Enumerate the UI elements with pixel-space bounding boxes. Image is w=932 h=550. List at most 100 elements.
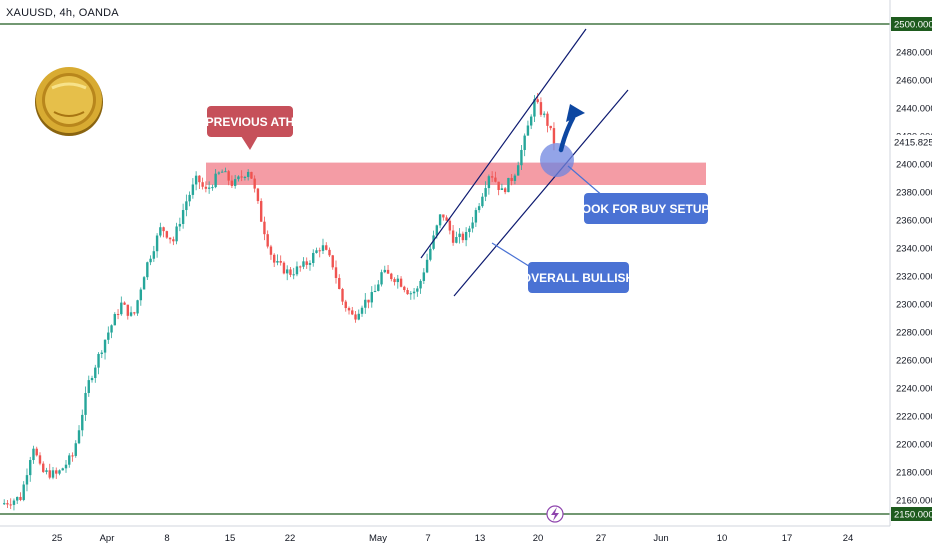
candle-body xyxy=(481,196,484,207)
previous-ath-bubble[interactable]: PREVIOUS ATH xyxy=(206,106,295,150)
candle-body xyxy=(344,301,347,309)
time-axis[interactable]: 25 Apr 8 15 22 May 7 13 20 27 Jun 10 17 24 xyxy=(52,533,854,544)
candle-body xyxy=(429,248,432,260)
candle-body xyxy=(162,227,165,232)
candle-body xyxy=(539,102,543,115)
candle-body xyxy=(302,261,305,267)
candle-body xyxy=(211,187,214,189)
candle-body xyxy=(152,251,156,259)
y-tick-label: 2220.000 xyxy=(896,412,932,423)
candle-body xyxy=(110,325,113,333)
candle-body xyxy=(409,293,413,295)
candle-body xyxy=(526,125,530,136)
bullish-pointer-line xyxy=(491,242,533,269)
candle-body xyxy=(308,263,312,265)
candle-body xyxy=(533,99,536,117)
candle-body xyxy=(312,252,315,264)
candle-body xyxy=(451,230,455,243)
upper-channel-line[interactable] xyxy=(420,28,587,259)
candle-body xyxy=(227,171,230,181)
candle-body xyxy=(432,235,435,249)
current-price-tag xyxy=(891,134,932,149)
candle-body xyxy=(396,278,400,283)
candle-body xyxy=(364,299,367,308)
price-level-tag xyxy=(891,17,932,31)
candle-body xyxy=(360,307,364,314)
candle-body xyxy=(347,308,351,311)
y-tick-label: 2200.000 xyxy=(896,440,932,451)
candle-body xyxy=(181,210,185,224)
price-level-tag xyxy=(891,507,932,521)
x-tick-label: 20 xyxy=(533,533,544,544)
x-tick-label: 10 xyxy=(717,533,728,544)
candle-body xyxy=(351,310,354,315)
candle-body xyxy=(474,210,478,223)
gold-coin-icon xyxy=(35,67,103,136)
candle-body xyxy=(289,269,292,275)
candle-body xyxy=(334,267,338,278)
candle-body xyxy=(90,378,94,381)
candle-body xyxy=(220,171,224,173)
x-tick-label: May xyxy=(369,533,387,544)
candle-body xyxy=(276,261,279,263)
candle-body xyxy=(172,239,175,242)
candle-body xyxy=(94,367,97,379)
candle-body xyxy=(315,250,318,253)
candle-body xyxy=(448,220,452,231)
candle-body xyxy=(487,176,491,189)
candle-body xyxy=(84,392,87,415)
y-tick-label: 2340.000 xyxy=(896,244,932,255)
candle-body xyxy=(425,259,429,273)
overall-bullish-bubble[interactable]: OVERALL BULLISH xyxy=(522,262,634,293)
candle-body xyxy=(373,290,377,293)
candle-body xyxy=(194,175,198,185)
candle-body xyxy=(175,226,178,242)
candle-body xyxy=(165,231,169,238)
candle-body xyxy=(129,312,133,316)
x-tick-label: 22 xyxy=(285,533,296,544)
candle-body xyxy=(419,280,422,289)
overall-bullish-label: OVERALL BULLISH xyxy=(522,271,634,285)
candle-body xyxy=(536,99,539,103)
candle-body xyxy=(357,313,360,320)
candle-body xyxy=(442,214,445,218)
chart-symbol-title: XAUUSD, 4h, OANDA xyxy=(6,7,119,19)
candlesticks xyxy=(3,92,556,511)
candle-body xyxy=(77,430,81,444)
x-tick-label: 8 xyxy=(164,533,169,544)
price-axis[interactable]: 2160.000 2180.000 2200.000 2220.000 2240.000… xyxy=(896,48,932,507)
y-tick-label: 2320.000 xyxy=(896,272,932,283)
candle-body xyxy=(259,201,263,222)
x-tick-label: Apr xyxy=(100,533,115,544)
candle-body xyxy=(58,470,61,474)
candle-body xyxy=(503,188,507,193)
candle-body xyxy=(380,272,383,285)
candle-body xyxy=(292,274,295,276)
x-tick-label: 24 xyxy=(843,533,854,544)
candle-body xyxy=(233,179,237,186)
candle-body xyxy=(113,314,116,326)
y-tick-label: 2440.000 xyxy=(896,104,932,115)
candle-body xyxy=(81,414,84,431)
candle-body xyxy=(243,176,247,178)
candle-body xyxy=(155,235,159,252)
candle-body xyxy=(286,269,289,274)
candle-body xyxy=(139,289,143,301)
y-tick-label: 2240.000 xyxy=(896,384,932,395)
candle-body xyxy=(25,475,29,485)
candle-body xyxy=(370,292,373,303)
x-tick-label: 27 xyxy=(596,533,607,544)
candle-body xyxy=(178,223,182,227)
lower-channel-line[interactable] xyxy=(453,89,629,297)
candle-body xyxy=(422,272,426,281)
candle-body xyxy=(204,186,208,189)
candle-body xyxy=(74,443,77,456)
lightning-icon[interactable] xyxy=(546,505,564,523)
buy-zone-marker xyxy=(540,143,574,177)
candle-body xyxy=(523,135,526,150)
buy-setups-bubble[interactable]: LOOK FOR BUY SETUPS xyxy=(574,193,718,224)
candle-body xyxy=(51,470,55,478)
x-tick-label: Jun xyxy=(653,533,668,544)
current-price-label: 2415.825 xyxy=(894,137,932,148)
